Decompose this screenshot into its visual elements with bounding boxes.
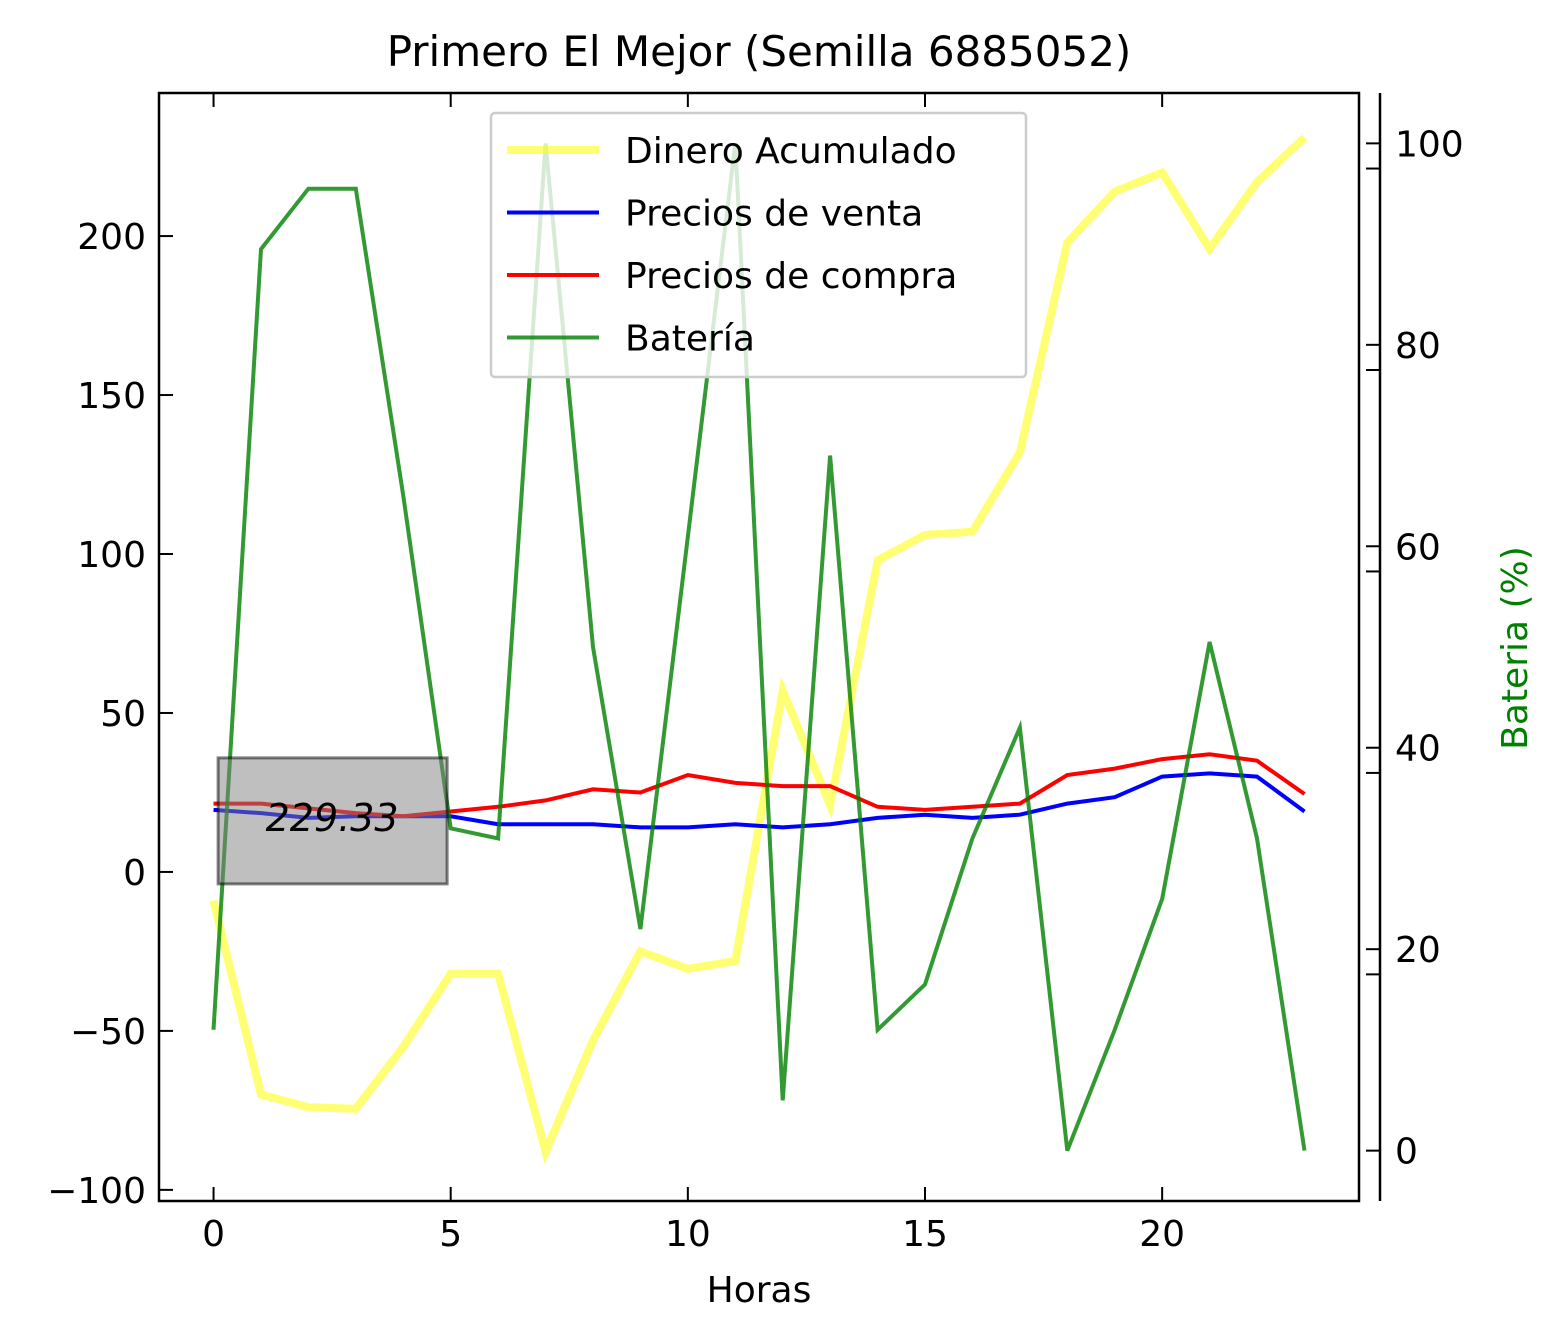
x-tick-label: 15 — [902, 1214, 948, 1255]
legend-label: Precios de compra — [625, 256, 957, 297]
annotation-box — [216, 756, 449, 886]
y-tick-label: 200 — [77, 217, 146, 258]
right-tick-label: 80 — [1395, 326, 1441, 367]
right-y-axis: 0 20 40 60 80 100 — [1366, 93, 1464, 1201]
y-tick-label: −50 — [70, 1012, 146, 1053]
right-tick-label: 40 — [1395, 729, 1441, 770]
x-axis-label: Horas — [707, 1270, 812, 1311]
right-tick-label: 100 — [1395, 124, 1464, 165]
x-axis: 0 5 10 15 20 — [202, 93, 1185, 1255]
legend-box — [489, 111, 1028, 379]
right-tick-label: 0 — [1395, 1132, 1418, 1173]
chart-title: Primero El Mejor (Semilla 6885052) — [387, 27, 1132, 76]
legend-label: Precios de venta — [625, 194, 923, 235]
y-tick-label: 50 — [100, 694, 146, 735]
y-tick-label: 100 — [77, 535, 146, 576]
x-tick-label: 0 — [202, 1214, 225, 1255]
plot-frame — [157, 91, 1361, 1203]
legend-label: Dinero Acumulado — [625, 131, 957, 172]
y-tick-label: 0 — [123, 853, 146, 894]
y-tick-label: −100 — [47, 1171, 146, 1212]
value-annotation: 229.33 — [216, 756, 449, 886]
x-tick-label: 10 — [665, 1214, 711, 1255]
right-tick-label: 20 — [1395, 930, 1441, 971]
y-tick-label: 150 — [77, 376, 146, 417]
x-tick-label: 20 — [1139, 1214, 1185, 1255]
x-tick-label: 5 — [439, 1214, 462, 1255]
right-tick-label: 60 — [1395, 527, 1441, 568]
left-y-axis: −100 −50 0 50 100 150 200 — [47, 217, 173, 1212]
right-axis-label: Bateria (%) — [1495, 546, 1536, 750]
series-line-4 — [211, 143, 1307, 1152]
annotation-text: 229.33 — [266, 796, 399, 840]
legend-label: Batería — [625, 319, 755, 360]
legend: Dinero Acumulado Precios de venta Precios … — [489, 111, 1028, 379]
